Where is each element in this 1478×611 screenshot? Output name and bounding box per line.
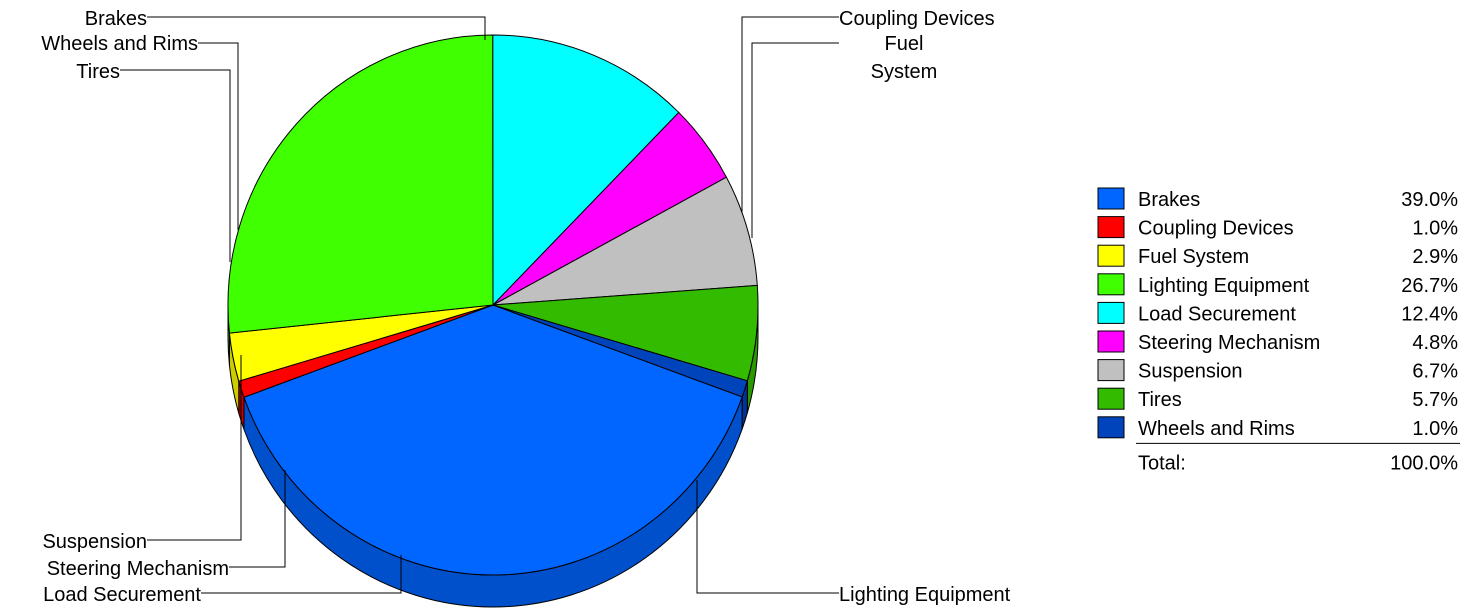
callout-label-brakes: Brakes <box>85 8 147 30</box>
legend-label-fuel-system: Fuel System <box>1138 246 1249 268</box>
callout-label-lighting-equipment: Lighting Equipment <box>839 584 1011 606</box>
callout-labels: Brakes Wheels and Rims Tires Coupling De… <box>41 8 1010 606</box>
legend-label-brakes: Brakes <box>1138 189 1200 211</box>
callout-leader-wheels-and-rims <box>198 42 239 230</box>
callout-leader-tires <box>120 69 231 262</box>
legend-swatch-brakes <box>1097 187 1125 210</box>
legend-swatch-fuel-system <box>1097 244 1125 267</box>
pie-slices <box>227 34 759 576</box>
legend-swatch-suspension <box>1097 359 1125 382</box>
pie-slice-brakes <box>243 304 743 576</box>
legend-label-tires: Tires <box>1138 389 1182 411</box>
legend-swatch-wheels-and-rims <box>1097 416 1125 439</box>
legend-label-steering-mechanism: Steering Mechanism <box>1138 332 1320 354</box>
legend-label-wheels-and-rims: Wheels and Rims <box>1138 418 1295 440</box>
pie-slice-wheels-and-rims <box>492 304 748 398</box>
legend-value-fuel-system: 2.9% <box>1412 246 1458 268</box>
callout-label-wheels-and-rims: Wheels and Rims <box>41 33 198 55</box>
legend-value-coupling-devices: 1.0% <box>1412 218 1458 240</box>
legend-swatch-lighting-equipment <box>1097 273 1125 296</box>
legend-label-coupling-devices: Coupling Devices <box>1138 218 1294 240</box>
callout-leader-coupling-devices <box>741 16 839 212</box>
legend-value-steering-mechanism: 4.8% <box>1412 332 1458 354</box>
pie-slice-suspension <box>492 176 758 306</box>
callout-leader-brakes <box>147 16 486 40</box>
callout-label-load-securement: Load Securement <box>43 584 201 606</box>
callout-leader-load-securement <box>201 555 402 594</box>
callout-label-fuel-system-line1: Fuel <box>885 33 924 55</box>
callout-label-coupling-devices: Coupling Devices <box>839 8 995 30</box>
pie-sides <box>227 304 759 608</box>
legend-value-brakes: 39.0% <box>1401 189 1458 211</box>
legend-swatch-steering-mechanism <box>1097 330 1125 353</box>
legend-total-value: 100.0% <box>1390 452 1458 474</box>
legend-total-label: Total: <box>1138 452 1186 474</box>
legend-label-load-securement: Load Securement <box>1138 303 1296 325</box>
legend-swatch-tires <box>1097 387 1125 410</box>
callout-leader-suspension <box>147 355 242 541</box>
legend-label-lighting-equipment: Lighting Equipment <box>1138 275 1310 297</box>
pie-slice-lighting-equipment <box>227 34 494 334</box>
callout-leader-lighting-equipment <box>696 480 839 594</box>
legend-value-suspension: 6.7% <box>1412 361 1458 383</box>
callout-leader-steering-mechanism <box>229 470 286 568</box>
callout-leaders <box>120 16 839 594</box>
callout-label-suspension: Suspension <box>42 531 147 553</box>
legend-label-suspension: Suspension <box>1138 361 1243 383</box>
callout-label-steering-mechanism: Steering Mechanism <box>47 558 229 580</box>
callout-label-fuel-system-line2: System <box>871 61 938 83</box>
pie-slice-load-securement <box>492 34 680 307</box>
legend-value-tires: 5.7% <box>1412 389 1458 411</box>
legend-swatch-coupling-devices <box>1097 216 1125 239</box>
callout-label-tires: Tires <box>76 61 120 83</box>
legend-value-wheels-and-rims: 1.0% <box>1412 418 1458 440</box>
legend-swatch-load-securement <box>1097 301 1125 324</box>
callout-leader-fuel-system <box>751 42 839 238</box>
legend: Brakes 39.0% Coupling Devices 1.0% Fuel Syst… <box>1097 187 1460 474</box>
legend-value-lighting-equipment: 26.7% <box>1401 275 1458 297</box>
legend-value-load-securement: 12.4% <box>1401 303 1458 325</box>
